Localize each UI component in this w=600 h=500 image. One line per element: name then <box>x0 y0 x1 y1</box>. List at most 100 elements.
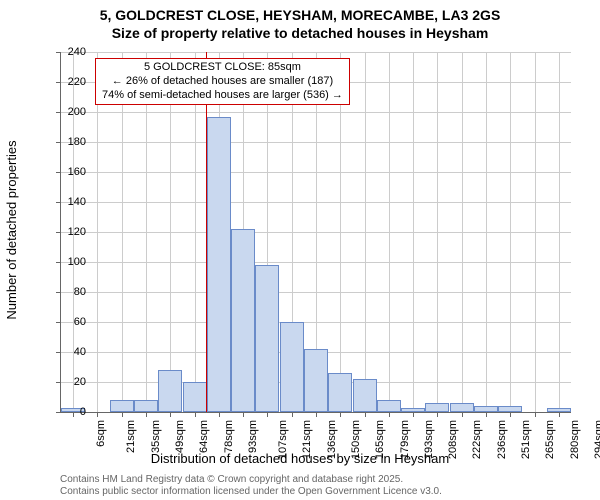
xtick-label: 35sqm <box>150 420 162 453</box>
histogram-bar <box>304 349 328 412</box>
gridline-v <box>437 52 438 412</box>
ytick-label: 160 <box>56 166 86 178</box>
ytick-label: 100 <box>56 256 86 268</box>
xtick-label: 64sqm <box>198 420 210 453</box>
xtick-label: 280sqm <box>569 420 581 459</box>
xtick-mark <box>389 412 390 417</box>
xtick-label: 107sqm <box>277 420 289 459</box>
xtick-mark <box>292 412 293 417</box>
footer-line1: Contains HM Land Registry data © Crown c… <box>60 474 403 485</box>
histogram-bar <box>207 117 231 413</box>
ytick-label: 40 <box>56 346 86 358</box>
xtick-label: 208sqm <box>447 420 459 459</box>
footer-attribution: Contains HM Land Registry data © Crown c… <box>60 474 442 498</box>
xtick-mark <box>195 412 196 417</box>
histogram-bar <box>231 229 255 412</box>
xtick-mark <box>219 412 220 417</box>
chart-container: 5, GOLDCREST CLOSE, HEYSHAM, MORECAMBE, … <box>0 0 600 500</box>
ytick-label: 120 <box>56 226 86 238</box>
reference-line <box>206 52 207 412</box>
xtick-label: 150sqm <box>350 420 362 459</box>
xtick-label: 294sqm <box>593 420 600 459</box>
xtick-mark <box>146 412 147 417</box>
xtick-mark <box>559 412 560 417</box>
footer-line2: Contains public sector information licen… <box>60 486 442 497</box>
ytick-label: 0 <box>56 406 86 418</box>
xtick-mark <box>365 412 366 417</box>
xtick-label: 193sqm <box>423 420 435 459</box>
gridline-v <box>195 52 196 412</box>
xtick-label: 121sqm <box>302 420 314 459</box>
xtick-label: 165sqm <box>374 420 386 459</box>
xtick-mark <box>97 412 98 417</box>
y-axis-label: Number of detached properties <box>4 140 19 319</box>
histogram-bar <box>474 406 498 412</box>
histogram-bar <box>401 408 425 413</box>
histogram-bar <box>498 406 522 412</box>
chart-title: 5, GOLDCREST CLOSE, HEYSHAM, MORECAMBE, … <box>0 0 600 42</box>
xtick-label: 265sqm <box>544 420 556 459</box>
gridline-v <box>389 52 390 412</box>
histogram-bar <box>134 400 158 412</box>
ytick-label: 200 <box>56 106 86 118</box>
gridline-v <box>559 52 560 412</box>
title-line2: Size of property relative to detached ho… <box>112 25 489 41</box>
histogram-bar <box>183 382 207 412</box>
xtick-label: 251sqm <box>520 420 532 459</box>
histogram-bar <box>377 400 401 412</box>
ytick-label: 60 <box>56 316 86 328</box>
xtick-label: 222sqm <box>472 420 484 459</box>
xtick-label: 93sqm <box>247 420 259 453</box>
xtick-mark <box>170 412 171 417</box>
histogram-bar <box>280 322 304 412</box>
xtick-label: 179sqm <box>399 420 411 459</box>
ytick-label: 240 <box>56 46 86 58</box>
xtick-mark <box>316 412 317 417</box>
histogram-bar <box>110 400 134 412</box>
x-axis-label: Distribution of detached houses by size … <box>0 451 600 466</box>
xtick-label: 136sqm <box>326 420 338 459</box>
gridline-v <box>413 52 414 412</box>
ytick-label: 180 <box>56 136 86 148</box>
histogram-bar <box>547 408 571 413</box>
histogram-bar <box>158 370 182 412</box>
histogram-bar <box>353 379 377 412</box>
gridline-v <box>97 52 98 412</box>
xtick-mark <box>243 412 244 417</box>
annotation-box: 5 GOLDCREST CLOSE: 85sqm ← 26% of detach… <box>95 58 350 105</box>
gridline-v <box>462 52 463 412</box>
ytick-label: 220 <box>56 76 86 88</box>
xtick-mark <box>437 412 438 417</box>
xtick-label: 6sqm <box>95 420 107 447</box>
annotation-line1: 5 GOLDCREST CLOSE: 85sqm <box>144 61 301 73</box>
gridline-v <box>510 52 511 412</box>
annotation-line3: 74% of semi-detached houses are larger (… <box>102 89 343 101</box>
xtick-label: 49sqm <box>174 420 186 453</box>
xtick-label: 21sqm <box>125 420 137 453</box>
ytick-label: 140 <box>56 196 86 208</box>
annotation-line2: ← 26% of detached houses are smaller (18… <box>112 75 333 87</box>
gridline-v <box>146 52 147 412</box>
xtick-mark <box>122 412 123 417</box>
title-line1: 5, GOLDCREST CLOSE, HEYSHAM, MORECAMBE, … <box>100 7 501 23</box>
xtick-mark <box>267 412 268 417</box>
xtick-mark <box>413 412 414 417</box>
gridline-v <box>486 52 487 412</box>
xtick-label: 78sqm <box>223 420 235 453</box>
gridline-v <box>122 52 123 412</box>
xtick-mark <box>340 412 341 417</box>
ytick-label: 20 <box>56 376 86 388</box>
ytick-label: 80 <box>56 286 86 298</box>
gridline-v <box>340 52 341 412</box>
plot-area: 5 GOLDCREST CLOSE: 85sqm ← 26% of detach… <box>60 52 571 413</box>
xtick-mark <box>462 412 463 417</box>
xtick-mark <box>486 412 487 417</box>
histogram-bar <box>255 265 279 412</box>
xtick-mark <box>535 412 536 417</box>
histogram-bar <box>328 373 352 412</box>
gridline-v <box>365 52 366 412</box>
histogram-bar <box>425 403 449 412</box>
gridline-v <box>535 52 536 412</box>
xtick-mark <box>510 412 511 417</box>
histogram-bar <box>450 403 474 412</box>
